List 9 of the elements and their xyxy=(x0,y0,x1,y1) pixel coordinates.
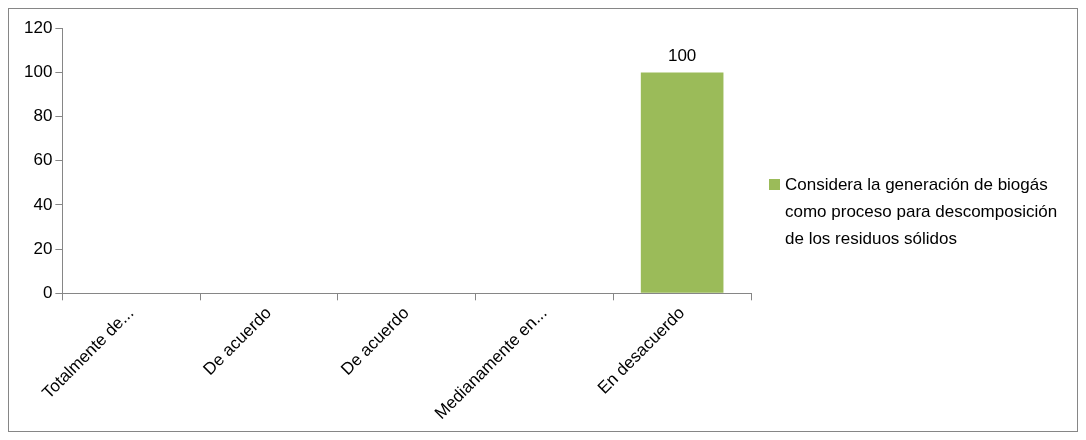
legend-label: Considera la generación de biogás como proceso para descomposición de los residuos sólidos xyxy=(785,174,1059,250)
y-tick-label: 80 xyxy=(33,106,53,126)
y-tick-label: 40 xyxy=(33,194,53,214)
y-tick-label: 60 xyxy=(33,150,53,170)
y-tick-label: 0 xyxy=(42,283,53,303)
y-tick-label: 100 xyxy=(23,62,53,82)
y-tick-label: 20 xyxy=(33,238,53,258)
y-tick-label: 120 xyxy=(23,17,53,37)
data-label: 100 xyxy=(667,45,697,65)
